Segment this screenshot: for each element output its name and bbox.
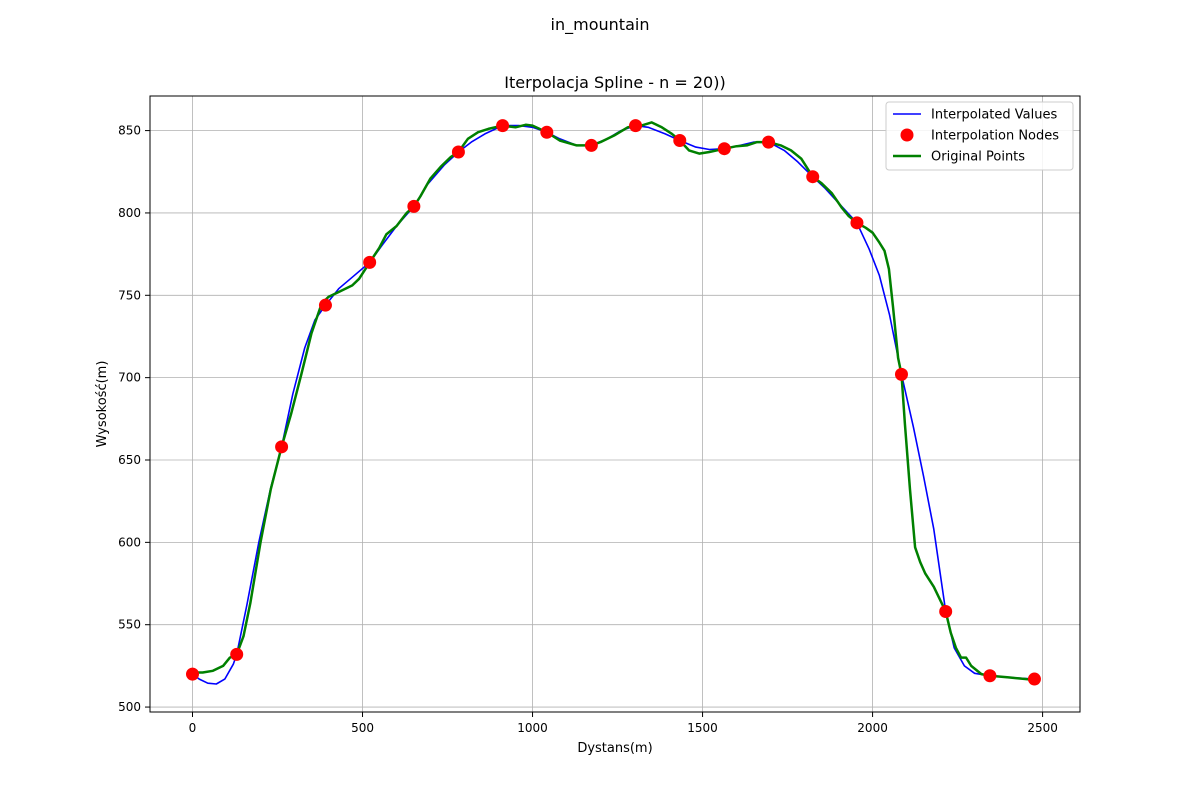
legend-label: Interpolation Nodes [931, 129, 1059, 144]
legend-label: Original Points [931, 150, 1025, 165]
y-tick-label: 750 [118, 288, 141, 302]
interpolation-node-point [717, 142, 731, 156]
interpolation-node-point [451, 145, 465, 159]
interpolation-node-point [407, 199, 421, 213]
interpolation-node-point [230, 647, 244, 661]
interpolation-node-point [275, 440, 289, 454]
x-tick-label: 1000 [517, 721, 548, 735]
interpolation-node-point [1027, 672, 1041, 686]
series-layer [186, 119, 1041, 686]
axis-ticks: 0 500 1000 1500 2000 2500 500 550 600 650 700 750 80… [118, 124, 1058, 735]
y-tick-label: 600 [118, 535, 141, 549]
x-tick-label: 2500 [1027, 721, 1058, 735]
x-axis-label: Dystans(m) [577, 741, 652, 756]
x-tick-label: 500 [351, 721, 374, 735]
legend-swatch-marker [900, 128, 914, 142]
y-tick-label: 550 [118, 618, 141, 632]
series-line-interpolated-values [191, 124, 1036, 685]
grid-lines [150, 96, 1080, 712]
interpolation-node-point [983, 669, 997, 683]
chart-legend: Interpolated Values Interpolation Nodes Or… [885, 101, 1074, 171]
interpolation-node-point [318, 298, 332, 312]
interpolation-node-point [762, 135, 776, 149]
interpolation-node-point [806, 170, 820, 184]
legend-label: Interpolated Values [931, 108, 1057, 123]
chart-title: Iterpolacja Spline - n = 20)) [504, 73, 725, 92]
interpolation-node-point [584, 138, 598, 152]
y-axis-label: Wysokość(m) [95, 361, 110, 448]
x-tick-label: 0 [189, 721, 197, 735]
legend-box [885, 101, 1074, 171]
plot-area-frame [149, 95, 1081, 713]
x-tick-label: 1500 [687, 721, 718, 735]
y-tick-label: 850 [118, 124, 141, 138]
interpolation-node-point [939, 605, 953, 619]
interpolation-node-point [629, 119, 643, 133]
interpolation-node-point [363, 255, 377, 269]
y-tick-label: 800 [118, 206, 141, 220]
y-tick-label: 500 [118, 700, 141, 714]
interpolation-node-point [496, 119, 510, 133]
figure-suptitle: in_mountain [551, 15, 650, 35]
y-tick-label: 700 [118, 371, 141, 385]
interpolation-node-point [186, 667, 200, 681]
x-tick-label: 2000 [857, 721, 888, 735]
y-tick-label: 650 [118, 453, 141, 467]
interpolation-node-point [540, 125, 554, 139]
interpolation-node-point [894, 367, 908, 381]
interpolation-node-point [673, 133, 687, 147]
interpolation-node-point [850, 216, 864, 230]
